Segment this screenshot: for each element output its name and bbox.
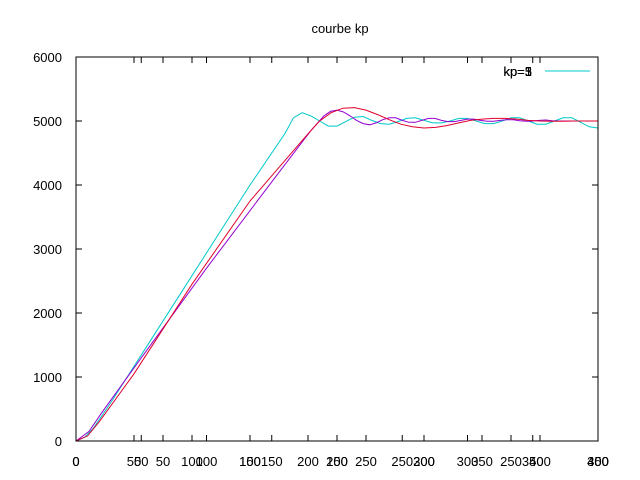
y-tick-label: 1000: [33, 370, 62, 385]
x-tick-label: 0: [72, 454, 79, 469]
series-line-1: [75, 109, 598, 442]
x-tick-label: 400: [587, 454, 609, 469]
legend-label: kp=3: [503, 64, 532, 79]
y-tick-label: 2000: [33, 306, 62, 321]
x-tick-label: 50: [134, 454, 148, 469]
x-tick-label: 250: [391, 454, 413, 469]
x-tick-label: 400: [529, 454, 551, 469]
legend-label: kp=5: [503, 64, 532, 79]
legend-label: kp=1: [503, 64, 532, 79]
series-line-2: [75, 107, 598, 442]
x-tick-label: 150: [261, 454, 283, 469]
x-tick-label: 50: [156, 454, 170, 469]
x-tick-label: 200: [326, 454, 348, 469]
series-layer: [75, 107, 599, 442]
y-tick-label: 3000: [33, 242, 62, 257]
x-tick-label: 0: [72, 454, 79, 469]
x-tick-label: 350: [471, 454, 493, 469]
plot-frame: [75, 56, 599, 442]
x-tick-label: 200: [413, 454, 435, 469]
x-tick-label: 350: [522, 454, 544, 469]
x-tick-label: 200: [297, 454, 319, 469]
x-axis: 0 50 100 150 200 250 3000 50 100 150 200 250 300 350 4…: [72, 57, 609, 469]
x-tick-label: 450: [587, 454, 609, 469]
x-tick-label: 300: [457, 454, 479, 469]
x-tick-label: 300: [587, 454, 609, 469]
x-tick-label: 100: [239, 454, 261, 469]
x-tick-label: 150: [239, 454, 261, 469]
series-line-0: [75, 112, 599, 442]
x-tick-label: 250: [355, 454, 377, 469]
x-tick-label: 300: [413, 454, 435, 469]
y-tick-label: 6000: [33, 50, 62, 65]
y-tick-label: 5000: [33, 114, 62, 129]
y-tick-label: 0: [55, 434, 62, 449]
y-axis: 0 1000 2000 3000 4000 5000 6000: [33, 50, 598, 449]
x-tick-label: 0: [72, 454, 79, 469]
y-tick-label: 4000: [33, 178, 62, 193]
x-tick-label: 50: [127, 454, 141, 469]
x-tick-label: 250: [500, 454, 522, 469]
chart-title: courbe kp: [311, 21, 368, 36]
x-tick-label: 100: [196, 454, 218, 469]
x-tick-label: 100: [181, 454, 203, 469]
legend: kp=1kp=3kp=5: [503, 64, 590, 79]
x-tick-label: 150: [326, 454, 348, 469]
